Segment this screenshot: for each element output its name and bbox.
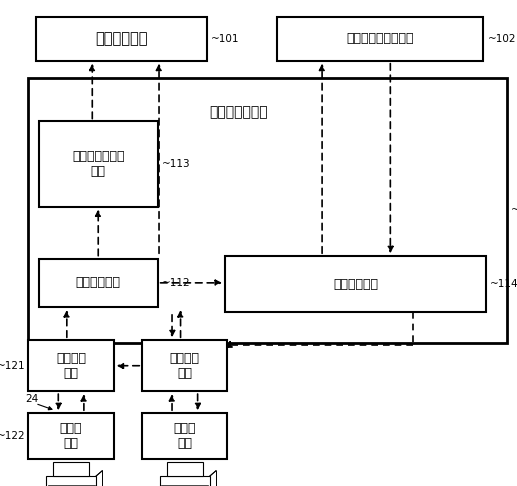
Text: 24: 24 [25, 395, 38, 404]
Text: ~122: ~122 [0, 431, 26, 441]
FancyBboxPatch shape [39, 259, 158, 307]
Text: 充电站监控系统: 充电站监控系统 [209, 105, 268, 119]
Text: 充电站负荷预测
模块: 充电站负荷预测 模块 [72, 150, 125, 178]
Text: 车载控
制器: 车载控 制器 [174, 422, 196, 450]
Text: 电网调度系统: 电网调度系统 [95, 32, 148, 46]
FancyBboxPatch shape [39, 122, 158, 207]
FancyBboxPatch shape [142, 413, 227, 459]
FancyBboxPatch shape [142, 340, 227, 391]
Text: ~113: ~113 [162, 159, 190, 169]
Text: ~101: ~101 [211, 34, 239, 44]
Text: 有序充电模块: 有序充电模块 [333, 278, 378, 291]
FancyBboxPatch shape [28, 78, 507, 343]
FancyBboxPatch shape [46, 476, 96, 486]
FancyBboxPatch shape [167, 462, 203, 476]
FancyBboxPatch shape [36, 17, 207, 61]
FancyBboxPatch shape [28, 413, 114, 459]
FancyBboxPatch shape [160, 476, 210, 486]
Text: ~114: ~114 [490, 279, 517, 289]
FancyBboxPatch shape [225, 256, 486, 312]
Text: 车载控
制器: 车载控 制器 [60, 422, 82, 450]
Text: ~102: ~102 [488, 34, 516, 44]
Text: ~121: ~121 [0, 361, 26, 371]
Text: 充电桩控
制器: 充电桩控 制器 [56, 352, 86, 380]
Text: ~111: ~111 [511, 205, 517, 215]
Text: 数据采集模块: 数据采集模块 [75, 277, 121, 289]
FancyBboxPatch shape [53, 462, 89, 476]
Text: 充电桩控
制器: 充电桩控 制器 [170, 352, 200, 380]
Text: ~112: ~112 [162, 278, 190, 288]
FancyBboxPatch shape [28, 340, 114, 391]
Text: 配电网负荷管理系统: 配电网负荷管理系统 [346, 33, 414, 45]
FancyBboxPatch shape [277, 17, 483, 61]
